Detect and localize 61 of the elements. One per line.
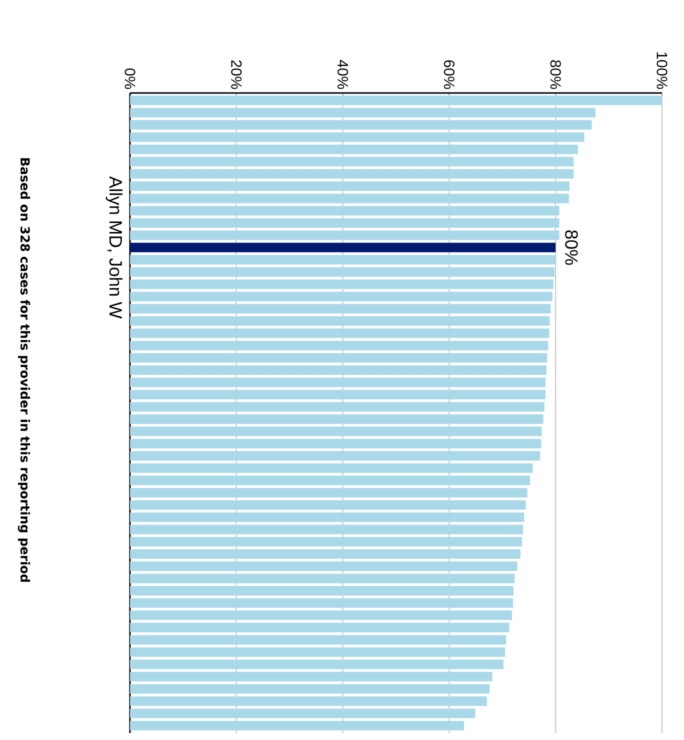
bar	[130, 156, 574, 166]
bar	[130, 254, 556, 264]
bar	[130, 438, 542, 448]
bar	[130, 536, 522, 546]
bar	[130, 610, 512, 620]
data-label: 80%	[565, 230, 578, 265]
bar	[130, 660, 504, 670]
bar	[130, 218, 560, 228]
x-tick-label: 100%	[656, 52, 668, 89]
x-tick-label: 60%	[444, 60, 454, 89]
bar	[130, 194, 569, 204]
bar	[130, 169, 574, 179]
bar	[130, 181, 570, 191]
bar	[130, 720, 464, 730]
bar	[130, 562, 518, 572]
x-tick-label: 0%	[124, 68, 136, 89]
bar	[130, 316, 550, 326]
bar	[130, 280, 554, 290]
bar	[130, 549, 520, 559]
bar	[130, 390, 546, 400]
text: Based on 328 cases for this provider in this reporting period	[18, 158, 30, 582]
bar	[130, 647, 506, 657]
x-tick-label: 80%	[550, 60, 561, 89]
bar	[130, 242, 556, 252]
bar	[130, 378, 546, 388]
bar	[130, 132, 584, 142]
bar	[130, 586, 514, 596]
bar	[130, 96, 662, 106]
bar	[130, 598, 514, 608]
bar	[130, 672, 492, 682]
bar	[130, 512, 524, 522]
bar	[130, 120, 592, 130]
bar	[130, 230, 560, 240]
bar	[130, 292, 552, 302]
bar	[130, 476, 530, 486]
bar	[130, 622, 510, 632]
x-tick-label: 20%	[231, 60, 242, 89]
bar	[130, 144, 578, 154]
bar	[130, 500, 526, 510]
bar	[130, 414, 544, 424]
bar	[130, 206, 560, 216]
bar	[130, 635, 506, 645]
bar	[130, 108, 596, 118]
bar	[130, 426, 542, 436]
bar	[130, 463, 533, 473]
bar	[130, 340, 548, 350]
bar	[130, 328, 550, 338]
bar	[130, 524, 524, 534]
bar	[130, 696, 487, 706]
bar	[130, 402, 544, 412]
x-tick-label: 40%	[338, 60, 348, 89]
y-tick-label: Allyn MD, John W	[106, 176, 122, 319]
bar	[130, 684, 490, 694]
bar	[130, 488, 528, 498]
bar	[130, 304, 551, 314]
bar	[130, 451, 540, 461]
bar	[130, 365, 547, 375]
bar	[130, 708, 476, 718]
bar	[130, 267, 555, 277]
bar	[130, 353, 548, 363]
bar	[130, 574, 515, 584]
